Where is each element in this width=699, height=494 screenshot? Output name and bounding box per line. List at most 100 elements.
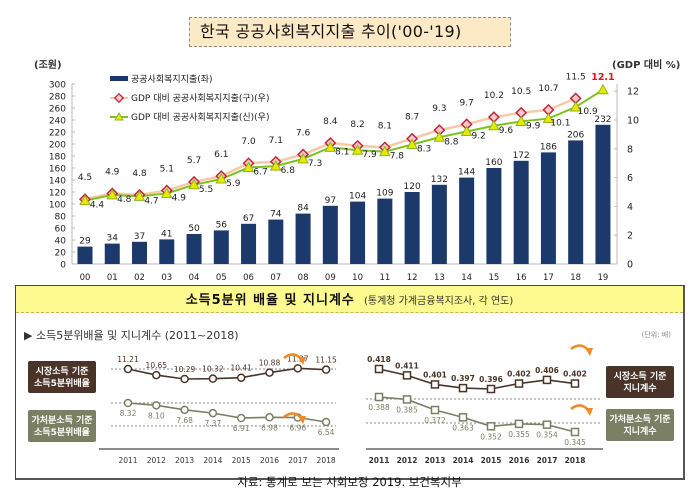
old-ratio-marker bbox=[487, 111, 500, 124]
market-gini-label: 0.418 bbox=[367, 355, 391, 364]
disposable-quintile-arrow-head bbox=[298, 416, 306, 424]
disposable-gini-arrow-head bbox=[585, 408, 593, 416]
new-ratio-label: 4.9 bbox=[172, 193, 187, 203]
left-axis-title: (조원) bbox=[34, 58, 62, 71]
market-gini-marker bbox=[542, 375, 552, 385]
disposable-gini-label: 0.388 bbox=[368, 403, 390, 412]
old-ratio-label: 9.7 bbox=[459, 98, 473, 108]
left-tick-label: 80 bbox=[55, 213, 67, 223]
bar-value-label: 84 bbox=[297, 204, 309, 214]
bar-value-label: 37 bbox=[134, 232, 145, 242]
market-quintile-marker bbox=[152, 370, 161, 380]
new-ratio-label-highlight: 12.1 bbox=[591, 72, 614, 83]
disposable-gini-line bbox=[378, 396, 576, 433]
x-tick-label: 10 bbox=[352, 273, 363, 282]
left-tick-label: 300 bbox=[49, 81, 66, 91]
bar bbox=[404, 192, 420, 264]
bar bbox=[132, 241, 148, 264]
new-ratio-marker bbox=[569, 101, 582, 112]
old-ratio-label: 8.7 bbox=[405, 113, 419, 123]
x-tick-label: 08 bbox=[298, 273, 309, 282]
market-quintile-line bbox=[127, 367, 327, 380]
left-year-label: 2013 bbox=[175, 456, 194, 465]
new-ratio-label: 8.8 bbox=[444, 137, 459, 147]
new-ratio-label: 5.9 bbox=[226, 179, 241, 189]
disposable-quintile-label: 8.10 bbox=[148, 411, 165, 420]
bar-value-label: 172 bbox=[513, 151, 530, 161]
panel-heading-sub: (통계청 가계금융복지조사, 각 연도) bbox=[363, 296, 514, 307]
left-label-disposable-line1: 가처분소득 기준 bbox=[31, 414, 92, 426]
right-label-market-box bbox=[606, 366, 674, 398]
left-year-label: 2011 bbox=[118, 456, 137, 465]
income-quintile-panel: 소득5분위 배율 및 지니계수 (통계청 가계금융복지조사, 각 연도) ▶ 소… bbox=[15, 285, 685, 480]
new-ratio-marker bbox=[242, 161, 255, 173]
new-ratio-label: 8.3 bbox=[417, 144, 431, 154]
bar bbox=[241, 223, 257, 264]
x-tick-label: 14 bbox=[461, 273, 472, 282]
new-ratio-marker bbox=[488, 119, 500, 131]
disposable-gini-label: 0.345 bbox=[564, 438, 586, 447]
old-ratio-label: 4.8 bbox=[132, 169, 147, 179]
left-tick-label: 220 bbox=[49, 129, 66, 139]
social-spending-chart: (조원) (GDP 대비 %)02040608010012014016018020… bbox=[34, 58, 680, 282]
disposable-gini-marker bbox=[486, 422, 496, 431]
legend-new-label: GDP 대비 공공사회복지지출(신)(우) bbox=[131, 112, 269, 123]
bar bbox=[268, 219, 284, 264]
x-tick-label: 06 bbox=[243, 273, 254, 282]
right-year-label: 2014 bbox=[453, 456, 474, 465]
bar-value-label: 67 bbox=[243, 214, 254, 224]
disposable-quintile-label: 6.91 bbox=[233, 424, 250, 433]
disposable-quintile-marker bbox=[123, 398, 133, 408]
market-gini-line bbox=[378, 368, 576, 390]
right-year-label: 2017 bbox=[537, 456, 558, 465]
left-year-label: 2012 bbox=[147, 456, 166, 465]
disposable-quintile-line bbox=[127, 402, 327, 423]
new-ratio-label: 9.6 bbox=[499, 126, 514, 136]
market-gini-label: 0.402 bbox=[507, 370, 531, 379]
market-quintile-label: 10.29 bbox=[174, 365, 196, 374]
right-tick-label: 0 bbox=[627, 260, 633, 271]
legend-new-marker bbox=[114, 111, 124, 121]
bar-value-label: 232 bbox=[594, 115, 611, 125]
market-gini-label: 0.397 bbox=[451, 374, 475, 383]
new-ratio-marker bbox=[269, 160, 282, 171]
x-tick-label: 15 bbox=[488, 273, 499, 282]
x-tick-label: 01 bbox=[107, 273, 118, 282]
right-label-market-line2: 지니계수 bbox=[623, 382, 656, 394]
old-ratio-label: 11.5 bbox=[566, 72, 586, 82]
left-tick-label: 280 bbox=[49, 93, 66, 103]
disposable-gini-label: 0.355 bbox=[508, 430, 530, 439]
market-gini-label: 0.396 bbox=[479, 375, 503, 384]
right-label-market-line1: 시장소득 기준 bbox=[614, 370, 667, 382]
right-axis-title: (GDP 대비 %) bbox=[612, 58, 680, 71]
bar-value-label: 29 bbox=[79, 237, 91, 247]
new-ratio-label: 4.7 bbox=[144, 196, 158, 206]
market-quintile-label: 11.27 bbox=[287, 354, 309, 363]
disposable-gini-marker bbox=[374, 392, 384, 402]
x-tick-label: 05 bbox=[216, 273, 227, 282]
old-ratio-label: 10.5 bbox=[511, 87, 531, 97]
left-tick-label: 180 bbox=[49, 153, 66, 163]
bar-value-label: 206 bbox=[567, 130, 584, 140]
market-gini-marker bbox=[402, 371, 412, 380]
bar bbox=[595, 124, 611, 264]
unit-note: (단위: 배) bbox=[641, 331, 671, 339]
left-label-market-box bbox=[28, 361, 96, 393]
new-ratio-marker bbox=[215, 173, 228, 184]
bar bbox=[513, 160, 529, 264]
source-note: 자료: 통계로 보는 사회보장 2019. 보건복지부 bbox=[237, 475, 462, 489]
market-gini-marker bbox=[430, 380, 440, 389]
market-quintile-arrow-head bbox=[298, 357, 306, 365]
old-ratio-label: 7.0 bbox=[241, 137, 256, 147]
market-gini-marker bbox=[570, 379, 580, 388]
new-ratio-label: 9.2 bbox=[471, 132, 485, 142]
new-ratio-marker bbox=[379, 145, 391, 157]
disposable-gini-marker bbox=[570, 427, 580, 437]
disposable-gini-marker bbox=[542, 420, 552, 429]
x-tick-label: 19 bbox=[598, 273, 609, 282]
disposable-quintile-marker bbox=[152, 401, 161, 410]
old-ratio-label: 5.1 bbox=[160, 165, 174, 175]
new-ratio-label: 4.8 bbox=[117, 195, 132, 205]
bar-value-label: 132 bbox=[431, 175, 448, 185]
bar bbox=[459, 177, 475, 264]
